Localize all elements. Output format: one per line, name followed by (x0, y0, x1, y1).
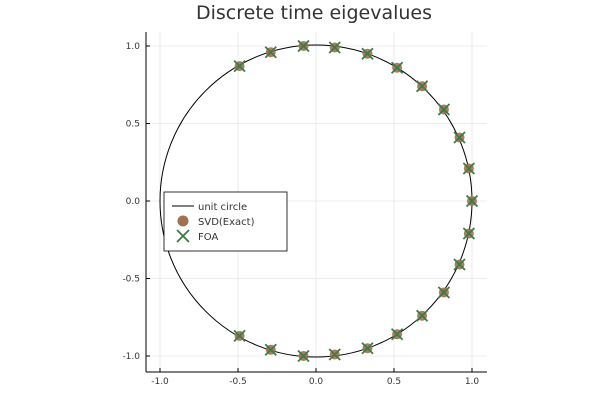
foa-point-7 (437, 103, 451, 116)
foa-points (233, 39, 479, 363)
y-tick-label-2: 0.0 (126, 197, 141, 207)
foa-point-11 (462, 227, 476, 240)
legend-label-foa: FOA (198, 232, 218, 243)
foa-point-18 (297, 349, 310, 363)
foa-point-12 (453, 258, 466, 271)
legend-label-unit-circle: unit circle (198, 202, 247, 213)
foa-point-6 (415, 80, 429, 93)
y-tick-label-1: -0.5 (122, 275, 140, 285)
foa-point-8 (453, 131, 466, 144)
foa-point-10 (465, 194, 479, 208)
x-tick-label-1: -0.5 (229, 377, 247, 387)
foa-point-3 (328, 41, 341, 54)
foa-point-19 (264, 343, 277, 356)
legend-label-svd: SVD(Exact) (198, 217, 255, 228)
legend-swatch-svd (177, 215, 189, 227)
x-tick-label-3: 0.5 (387, 377, 401, 387)
y-tick-label-0: -1.0 (122, 352, 140, 362)
foa-point-9 (462, 162, 476, 175)
x-tick-label-0: -1.0 (151, 377, 169, 387)
legend-swatch-foa (176, 229, 190, 243)
x-tick-label-4: 1.0 (465, 377, 480, 387)
foa-point-15 (390, 328, 404, 341)
foa-point-17 (328, 348, 341, 361)
chart-title: Discrete time eigevalues (196, 2, 432, 24)
foa-point-13 (437, 286, 451, 299)
foa-point-16 (361, 342, 374, 355)
foa-point-2 (297, 39, 310, 53)
ticks: -1.0 -0.5 0.0 0.5 1.0 -1.0 -0.5 0.0 0.5 1.0 (122, 42, 479, 387)
foa-point-0 (233, 60, 246, 73)
foa-point-1 (264, 46, 277, 59)
foa-point-4 (361, 47, 374, 60)
foa-point-14 (415, 309, 429, 322)
foa-point-20 (233, 329, 246, 342)
foa-point-5 (390, 61, 404, 74)
y-tick-label-4: 1.0 (126, 42, 141, 52)
legend: unit circle SVD(Exact) FOA (163, 191, 288, 252)
x-tick-label-2: 0.0 (309, 377, 324, 387)
y-tick-label-3: 0.5 (126, 120, 140, 130)
